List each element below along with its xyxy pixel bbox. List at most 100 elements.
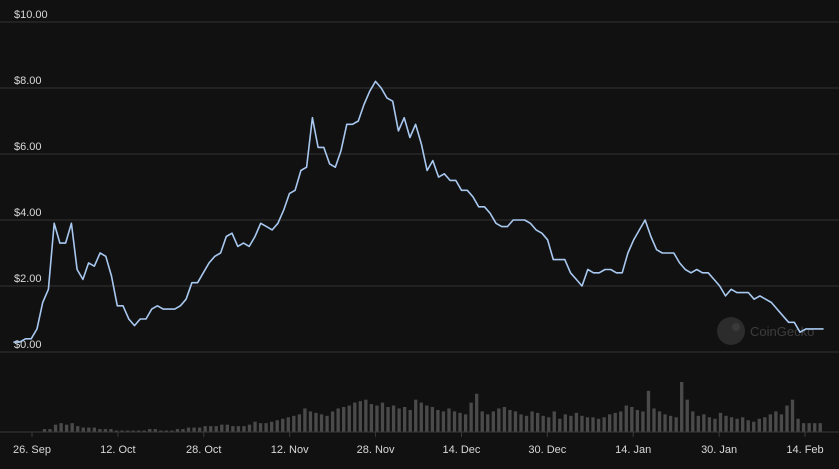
volume-bar <box>264 423 268 432</box>
volume-bar <box>646 390 651 432</box>
volume-bar <box>486 414 490 432</box>
volume-bar <box>292 415 296 432</box>
volume-bar <box>641 411 645 432</box>
volume-bar <box>502 407 507 432</box>
x-tick-label: 28. Oct <box>186 444 221 456</box>
y-tick-label: $4.00 <box>14 207 42 219</box>
volume-bar <box>602 417 606 432</box>
volume-bar <box>696 415 700 432</box>
y-tick-label: $6.00 <box>14 141 42 153</box>
volume-bar <box>364 399 368 432</box>
volume-bar <box>519 414 523 432</box>
volume-bar <box>92 427 97 432</box>
volume-bar <box>225 424 229 432</box>
volume-bar <box>702 414 706 432</box>
volume-bar <box>214 426 218 432</box>
volume-bar <box>98 429 102 432</box>
volume-bar <box>64 424 69 432</box>
volume-bar <box>131 430 135 432</box>
volume-bar <box>159 430 163 432</box>
volume-bar <box>181 429 185 432</box>
volume-bar <box>269 421 274 432</box>
volume-bar <box>674 417 678 432</box>
x-axis-tick-labels: 26. Sep 12. Oct 28. Oct 12. Nov 28. Nov 14. D… <box>13 432 824 456</box>
volume-bar <box>813 423 817 432</box>
volume-bar <box>430 407 435 432</box>
x-tick-label: 30. Jan <box>701 444 737 456</box>
volume-bar <box>297 414 302 432</box>
volume-bar <box>186 427 191 432</box>
volume-bar <box>552 411 556 432</box>
volume-bar <box>547 417 551 432</box>
volume-bar <box>619 411 623 432</box>
volume-bar <box>475 393 479 432</box>
volume-bar <box>779 414 784 432</box>
volume-bar <box>303 408 307 432</box>
volume-bar <box>818 423 822 432</box>
volume-bar <box>414 399 418 432</box>
volume-bar <box>796 418 800 432</box>
volume-bar <box>375 405 379 432</box>
volume-bar <box>192 427 196 432</box>
volume-bar <box>691 411 695 432</box>
volume-bar <box>680 382 684 432</box>
volume-bar <box>330 411 335 432</box>
volume-bar <box>563 414 568 432</box>
volume-bar <box>148 429 152 432</box>
volume-bar <box>458 412 462 432</box>
volume-bar <box>391 405 396 432</box>
volume-bar <box>657 411 662 432</box>
volume-bar <box>524 415 529 432</box>
volume-bar <box>469 402 473 432</box>
grid-lines <box>0 21 839 353</box>
volume-bar <box>253 421 257 432</box>
volume-bar <box>735 418 739 432</box>
volume-bar <box>596 418 601 432</box>
volume-bar <box>408 409 412 432</box>
volume-bar <box>746 420 750 432</box>
volume-bar <box>768 414 773 432</box>
volume-bar <box>170 430 174 432</box>
volume-bar <box>541 415 545 432</box>
volume-bar <box>724 415 728 432</box>
volume-bar <box>153 429 157 432</box>
volume-bar <box>314 412 318 432</box>
volume-bar <box>663 414 667 432</box>
volume-bar <box>574 412 579 432</box>
volume-bar <box>76 426 80 432</box>
volume-bar <box>319 414 324 432</box>
price-series-line <box>13 80 824 343</box>
volume-bar <box>491 411 495 432</box>
volume-bar <box>242 426 246 432</box>
volume-bar <box>358 401 362 432</box>
volume-bar <box>209 426 213 432</box>
volume-bar <box>718 412 723 432</box>
volume-bar <box>203 426 207 432</box>
volume-bar <box>308 411 313 432</box>
volume-bar <box>558 418 562 432</box>
volume-bar <box>613 412 617 432</box>
volume-bar <box>508 409 512 432</box>
x-tick-label: 14. Jan <box>615 444 651 456</box>
volume-bar <box>513 411 518 432</box>
volume-bar <box>369 404 374 432</box>
volume-bar <box>801 423 806 432</box>
x-tick-label: 26. Sep <box>13 444 51 456</box>
volume-bar <box>353 402 357 432</box>
volume-bar <box>281 418 285 432</box>
volume-bar <box>569 415 573 432</box>
volume-bar <box>463 414 468 432</box>
x-tick-label: 14. Feb <box>786 444 823 456</box>
volume-bar <box>608 414 612 432</box>
price-line-layer <box>13 80 824 343</box>
volume-bar <box>713 418 717 432</box>
volume-bar <box>59 423 63 432</box>
volume-bar <box>530 411 534 432</box>
volume-bar <box>114 430 119 432</box>
volume-bar <box>452 411 457 432</box>
coingecko-logo-eye-icon <box>732 323 740 331</box>
volume-bar <box>807 423 811 432</box>
volume-bar <box>125 430 130 432</box>
x-tick-label: 14. Dec <box>442 444 480 456</box>
volume-bar <box>707 417 712 432</box>
